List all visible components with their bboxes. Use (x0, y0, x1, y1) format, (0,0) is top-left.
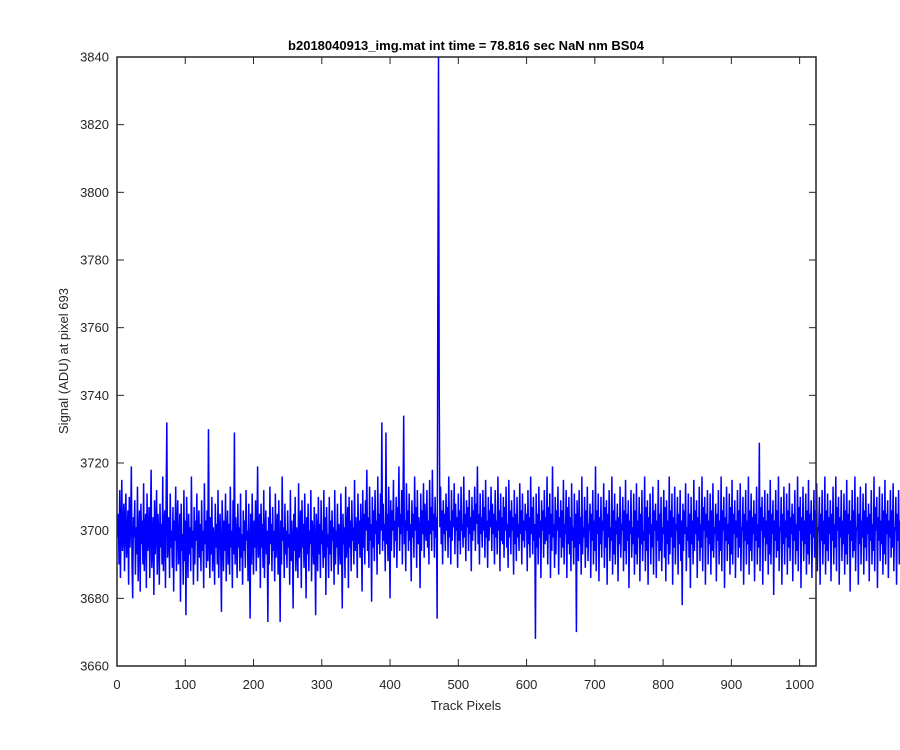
chart-title: b2018040913_img.mat int time = 78.816 se… (288, 38, 645, 53)
y-tick-label-3840: 3840 (80, 50, 109, 65)
x-tick-label-1000: 1000 (785, 677, 814, 692)
x-tick-label-500: 500 (447, 677, 469, 692)
y-tick-label-3820: 3820 (80, 117, 109, 132)
y-tick-label-3680: 3680 (80, 591, 109, 606)
series-line-0 (116, 56, 900, 639)
plot-area (117, 57, 816, 666)
series-group (116, 56, 900, 639)
x-tick-label-0: 0 (113, 677, 120, 692)
y-tick-label-3780: 3780 (80, 253, 109, 268)
y-tick-labels: 3660 3680 3700 3720 3740 3760 3780 3800 3820 3840 (80, 50, 109, 674)
x-tick-label-700: 700 (584, 677, 606, 692)
y-tick-label-3720: 3720 (80, 456, 109, 471)
x-tick-label-800: 800 (652, 677, 674, 692)
y-tick-label-3800: 3800 (80, 185, 109, 200)
x-tick-label-300: 300 (311, 677, 333, 692)
x-axis-label: Track Pixels (431, 698, 502, 713)
x-tick-label-200: 200 (243, 677, 265, 692)
y-tick-label-3700: 3700 (80, 523, 109, 538)
y-axis-label: Signal (ADU) at pixel 693 (56, 288, 71, 434)
y-tick-label-3660: 3660 (80, 659, 109, 674)
plot-frame (116, 56, 817, 667)
x-tick-labels: 0 100 200 300 400 500 600 700 800 900 1000 (113, 677, 814, 692)
x-tick-label-400: 400 (379, 677, 401, 692)
y-tick-label-3760: 3760 (80, 320, 109, 335)
y-tick-label-3740: 3740 (80, 388, 109, 403)
x-tick-label-600: 600 (516, 677, 538, 692)
x-tick-label-100: 100 (174, 677, 196, 692)
x-tick-label-900: 900 (721, 677, 743, 692)
